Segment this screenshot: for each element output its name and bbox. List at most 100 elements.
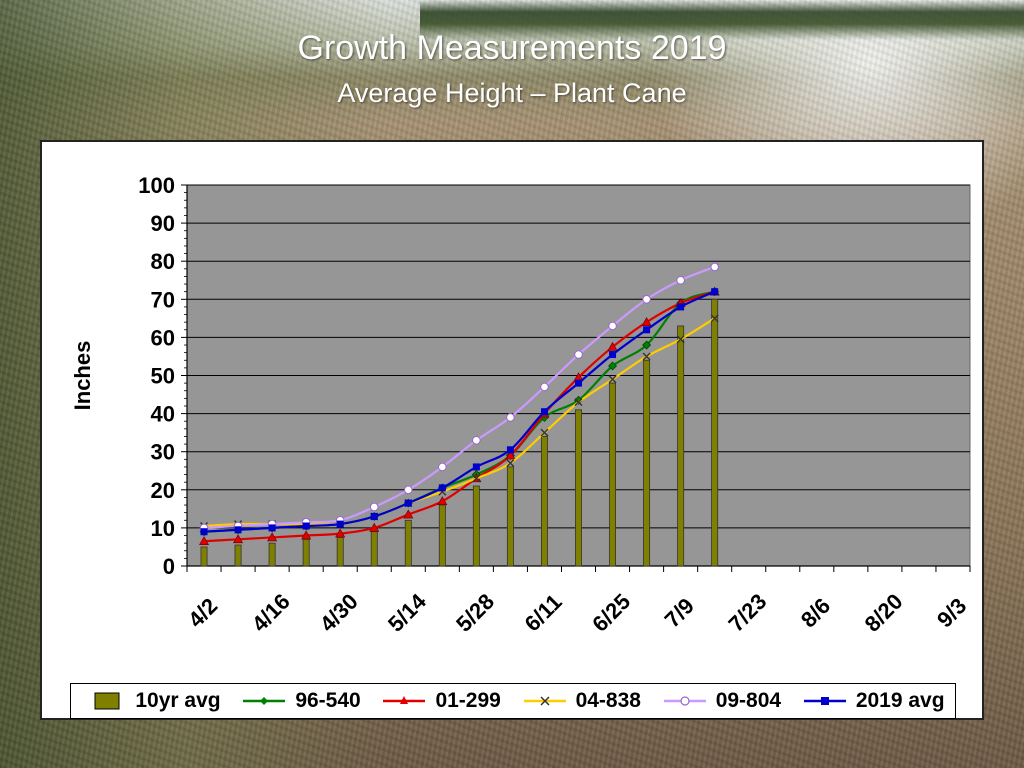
bar-10yr-avg — [540, 436, 548, 567]
x-tick-label: 8/6 — [796, 593, 835, 632]
legend-label: 01-299 — [435, 689, 501, 712]
x-tick-label: 4/30 — [315, 589, 363, 637]
point-96-540 — [642, 340, 652, 350]
bar-10yr-avg — [268, 542, 276, 567]
bar-10yr-avg — [711, 298, 719, 567]
point-04-838 — [540, 428, 549, 437]
x-tick-label: 5/28 — [451, 589, 499, 637]
point-04-838 — [472, 474, 481, 483]
y-tick-label: 20 — [151, 478, 175, 503]
point-09-804 — [710, 262, 719, 272]
point-09-804 — [472, 435, 481, 445]
point-01-299 — [437, 496, 448, 506]
point-01-299 — [301, 530, 312, 540]
point-01-299 — [607, 341, 618, 351]
point-2019-avg — [506, 446, 514, 454]
point-01-299 — [335, 528, 346, 538]
x-tick-label: 6/11 — [520, 589, 567, 636]
point-2019-avg — [643, 326, 651, 334]
x-tick-label: 5/14 — [383, 588, 431, 636]
y-tick-label: 70 — [151, 287, 175, 312]
point-2019-avg — [234, 526, 242, 534]
point-09-804 — [403, 485, 413, 495]
bar-10yr-avg — [370, 531, 378, 567]
point-09-804 — [676, 275, 685, 285]
bar-10yr-avg — [609, 382, 617, 567]
chart-legend: 10yr avg 96-540 01-299 04-838 09-804 201… — [70, 683, 956, 719]
bar-10yr-avg — [302, 538, 310, 567]
bar-10yr-avg — [506, 466, 514, 567]
bar-10yr-avg — [336, 537, 344, 567]
point-09-804 — [369, 502, 379, 512]
point-2019-avg — [302, 522, 310, 530]
bar-10yr-avg — [404, 519, 412, 567]
y-tick-label: 0 — [163, 554, 175, 579]
point-09-804 — [438, 462, 447, 472]
series-line-01-299 — [203, 290, 716, 543]
point-09-804 — [642, 295, 651, 304]
legend-label: 96-540 — [295, 689, 361, 712]
point-2019-avg — [336, 520, 344, 528]
x-tick-label: 8/20 — [860, 589, 908, 637]
y-tick-label: 30 — [151, 440, 175, 465]
point-04-838 — [506, 459, 515, 468]
bar-10yr-avg — [234, 544, 242, 567]
series-line-09-804 — [203, 265, 716, 529]
point-04-838 — [676, 335, 685, 344]
series-line-2019-avg — [203, 290, 716, 533]
point-96-540 — [608, 361, 617, 371]
y-tick-label: 60 — [151, 325, 175, 350]
point-2019-avg — [609, 351, 617, 359]
point-09-804 — [574, 350, 583, 359]
legend-item-10yr-avg: 10yr avg — [81, 689, 221, 713]
bar-10yr-avg — [472, 485, 480, 567]
point-04-838 — [642, 352, 651, 361]
growth-chart: 0 10 20 30 40 50 60 70 80 90 100 Inches 4/2 4/16 4/30 5… — [70, 173, 971, 637]
legend-swatch-line — [522, 692, 568, 710]
point-01-299 — [505, 450, 516, 460]
point-09-804 — [506, 413, 515, 422]
point-01-299 — [267, 532, 278, 542]
point-01-299 — [369, 522, 380, 532]
y-tick-label: 90 — [151, 211, 175, 236]
y-tick-label: 100 — [138, 173, 175, 198]
point-04-838 — [608, 375, 617, 384]
point-09-804 — [608, 321, 617, 331]
legend-swatch-line — [662, 692, 708, 710]
bar-10yr-avg — [438, 504, 446, 567]
bar-10yr-avg — [677, 325, 685, 567]
point-01-299 — [403, 509, 414, 519]
x-tick-label: 7/23 — [723, 589, 771, 637]
x-tick-label: 7/9 — [660, 593, 699, 632]
point-2019-avg — [438, 484, 446, 492]
legend-label: 10yr avg — [135, 689, 221, 712]
point-2019-avg — [540, 408, 548, 416]
legend-swatch-bar — [81, 692, 127, 710]
y-axis-label: Inches — [70, 341, 95, 411]
chart-frame: 0 10 20 30 40 50 60 70 80 90 100 Inches 4/2 4/16 4/30 5… — [40, 140, 984, 720]
x-tick-label: 4/2 — [183, 593, 222, 632]
legend-label: 09-804 — [715, 689, 782, 712]
x-tick-label: 4/16 — [247, 589, 295, 637]
point-2019-avg — [711, 288, 719, 296]
slide-title: Growth Measurements 2019 — [297, 29, 727, 67]
point-2019-avg — [370, 512, 378, 520]
point-04-838 — [710, 314, 719, 323]
point-2019-avg — [575, 379, 582, 387]
point-2019-avg — [200, 528, 208, 536]
y-tick-label: 40 — [151, 402, 175, 427]
x-tick-label: 9/3 — [932, 593, 971, 632]
bar-10yr-avg — [575, 409, 582, 567]
legend-label: 04-838 — [575, 689, 641, 712]
background-tree-line — [420, 0, 1024, 40]
point-01-299 — [641, 317, 652, 326]
legend-swatch-line — [241, 692, 287, 710]
y-tick-label: 50 — [151, 364, 175, 389]
point-2019-avg — [268, 524, 276, 532]
legend-item-2019-avg: 2019 avg — [802, 689, 945, 713]
point-2019-avg — [472, 463, 480, 471]
slide-subtitle: Average Height – Plant Cane — [337, 78, 687, 108]
point-01-299 — [233, 534, 244, 544]
y-tick-label: 80 — [151, 249, 175, 274]
point-2019-avg — [677, 303, 685, 311]
